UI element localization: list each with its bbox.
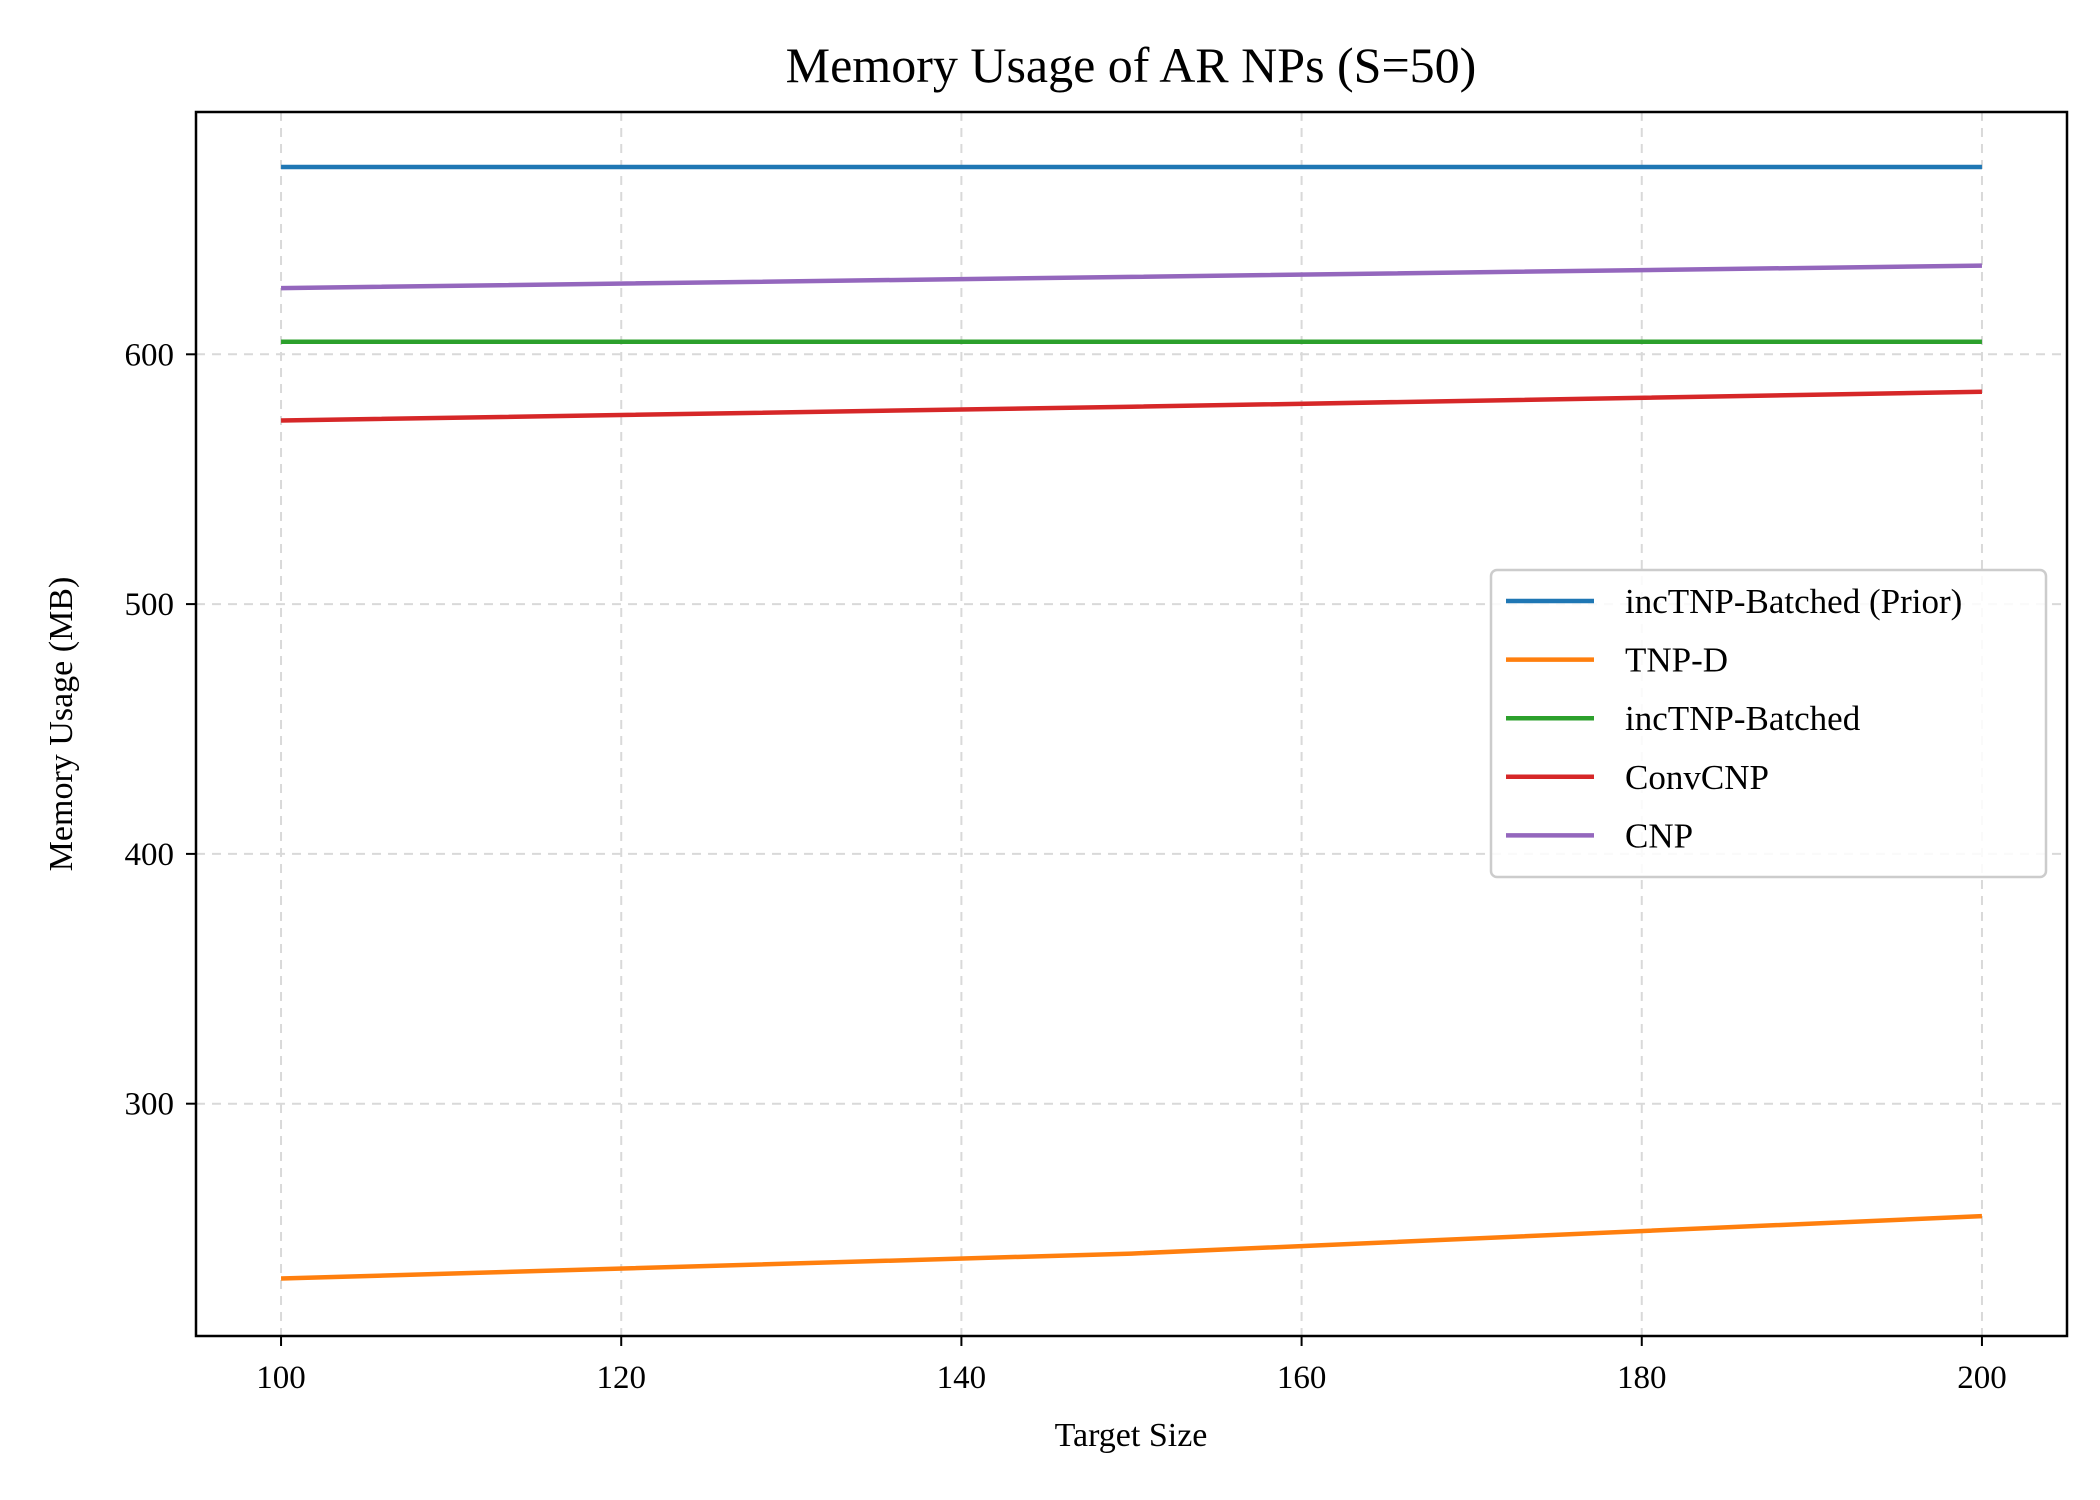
plot-frame xyxy=(194,110,2069,1338)
legend-label: TNP-D xyxy=(1625,641,1728,680)
x-tick-label: 100 xyxy=(256,1360,306,1396)
y-axis-label: Memory Usage (MB) xyxy=(43,577,80,872)
legend-item-cnp: CNP xyxy=(1506,816,1693,855)
legend-label: incTNP-Batched xyxy=(1625,699,1861,738)
x-tick-label: 200 xyxy=(1957,1360,2007,1396)
y-tick-label: 300 xyxy=(125,1087,175,1123)
y-tick-label: 600 xyxy=(125,337,175,373)
chart-title: Memory Usage of AR NPs (S=50) xyxy=(786,37,1477,93)
x-tick-label: 180 xyxy=(1617,1360,1667,1396)
legend-label: CNP xyxy=(1625,816,1693,855)
legend-label: incTNP-Batched (Prior) xyxy=(1625,582,1962,621)
axis-ticks: 100 120 140 160 180 200 300 400 500 600 xyxy=(125,337,2007,1396)
legend-label: ConvCNP xyxy=(1625,758,1769,797)
x-tick-label: 120 xyxy=(596,1360,646,1396)
y-tick-label: 500 xyxy=(125,587,175,623)
series-line-convcnp xyxy=(281,389,1982,423)
legend-item-inctnp-batched: incTNP-Batched xyxy=(1506,699,1861,738)
legend-item-tnp-d: TNP-D xyxy=(1506,641,1728,680)
legend-item-inctnp-batched-prior: incTNP-Batched (Prior) xyxy=(1506,582,1962,621)
legend-item-convcnp: ConvCNP xyxy=(1506,758,1769,797)
x-tick-label: 160 xyxy=(1277,1360,1327,1396)
series-lines xyxy=(280,164,1983,1281)
x-tick-label: 140 xyxy=(937,1360,987,1396)
series-line-tnp-d xyxy=(280,1213,1983,1281)
x-axis-label: Target Size xyxy=(1055,1417,1208,1454)
y-tick-label: 400 xyxy=(125,837,175,873)
legend-box xyxy=(1489,568,2048,879)
series-line-cnp xyxy=(281,263,1982,291)
legend: incTNP-Batched (Prior) TNP-D incTNP-Batche… xyxy=(1489,568,2048,879)
